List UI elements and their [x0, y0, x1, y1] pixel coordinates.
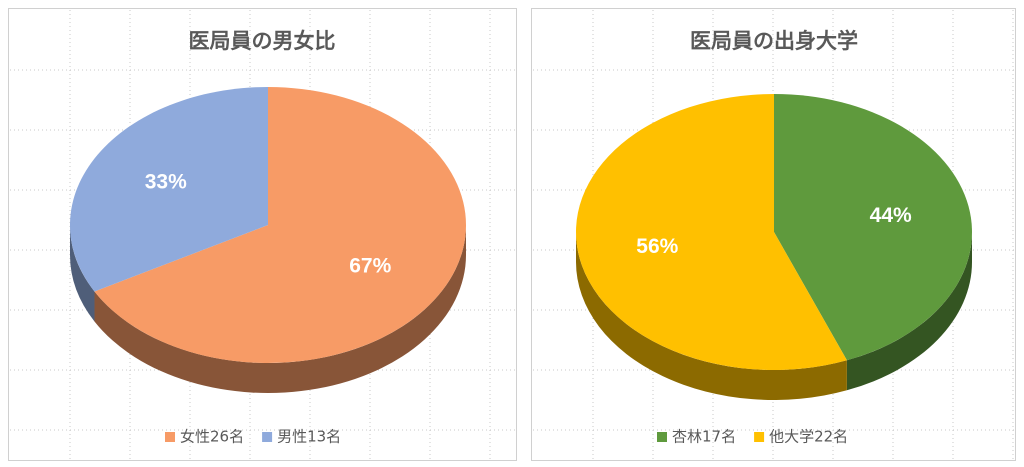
chart-title: 医局員の出身大学 [690, 29, 858, 53]
pie-side [94, 225, 467, 394]
legend-swatch [754, 432, 765, 442]
legend-label: 他大学22名 [769, 428, 848, 446]
pie-side [70, 225, 95, 322]
legend-swatch [262, 432, 273, 442]
pie-side [576, 232, 847, 400]
pie-slice [575, 94, 847, 371]
legend-label: 杏林17名 [672, 428, 736, 446]
legend-label: 男性13名 [277, 428, 341, 446]
chart-title: 医局員の男女比 [189, 29, 336, 53]
pie-slice [94, 87, 467, 363]
value-label: 33% [145, 170, 187, 193]
pie-slice [774, 94, 972, 361]
value-label: 56% [636, 235, 678, 258]
pie-side [846, 232, 972, 391]
legend-label: 女性26名 [180, 428, 244, 446]
pie-slice [70, 87, 269, 292]
value-label: 67% [349, 255, 391, 278]
legend-swatch [165, 432, 175, 442]
legend-swatch [657, 432, 667, 442]
value-label: 44% [870, 204, 912, 227]
